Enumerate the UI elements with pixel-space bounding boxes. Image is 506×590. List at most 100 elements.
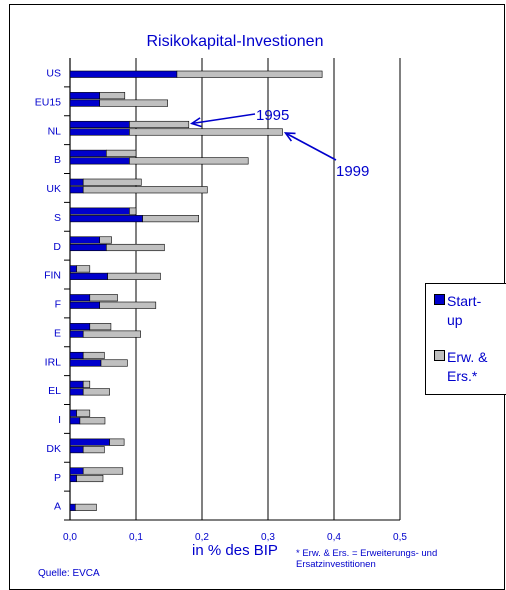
bar-startup-1995-S [69,207,130,215]
chart-title: Risikokapital-Investionen [146,33,324,50]
annotation-1999: 1999 [336,163,369,180]
bar-startup-1999-UK [69,186,84,194]
bar-erw-1999-DK [82,446,105,454]
x-tick-label: 0,5 [393,532,407,543]
legend-label-erw-1: Erw. & [447,349,488,365]
arrow-1995-shaft [191,113,256,125]
bar-erw-1999-US [176,70,323,78]
arrow-1999-head [283,132,296,142]
bar-erw-1995-IRL [82,351,105,360]
category-label-F: F [55,299,61,311]
bar-startup-1995-EL [69,380,84,388]
category-label-P: P [54,472,61,484]
bar-erw-1995-NL [129,120,190,129]
bar-erw-1999-B [129,157,249,165]
bar-erw-1995-EL [82,380,91,388]
bar-startup-1995-E [69,323,91,331]
category-label-EU15: EU15 [35,96,61,108]
bar-erw-1999-S [142,215,200,223]
category-label-NL: NL [48,125,62,137]
bar-erw-1999-EL [82,388,110,396]
bar-startup-1995-EU15 [69,92,101,100]
bar-erw-1999-NL [129,128,283,136]
legend-label-startup-1: Start- [447,293,482,309]
bar-startup-1999-EL [69,388,84,396]
bar-startup-1999-P [69,474,77,483]
category-label-UK: UK [46,183,61,195]
category-label-I: I [58,414,61,426]
bar-erw-1995-I [76,409,91,417]
bar-erw-1999-P [76,474,104,483]
bar-erw-1995-D [99,236,112,244]
bar-startup-1999-US [69,70,178,78]
bar-startup-1999-EU15 [69,99,101,107]
bar-erw-1995-E [89,323,112,331]
category-label-S: S [54,212,61,224]
bar-erw-1995-S [129,207,137,215]
bar-startup-1995-P [69,467,84,475]
bar-erw-1999-I [79,417,106,425]
bar-erw-1999-E [82,330,141,338]
bar-erw-1999-UK [82,186,208,194]
x-axis-label: in % des BIP [192,542,278,559]
category-label-E: E [54,327,61,339]
bar-startup-1999-FIN [69,272,108,280]
bar-startup-1999-NL [69,128,130,136]
bar-startup-1995-FIN [69,265,77,273]
bar-erw-1999-FIN [107,272,161,280]
x-tick-label: 0,0 [63,532,77,543]
bar-erw-1999-EU15 [99,99,168,107]
category-label-A: A [54,501,61,513]
bar-startup-1999-E [69,330,84,338]
x-tick-label: 0,4 [327,532,341,543]
bar-startup-1995-IRL [69,351,84,360]
bar-startup-1995-NL [69,120,130,129]
bar-erw-1999-D [106,243,165,252]
legend-swatch-erw [434,350,445,361]
bar-erw-1999-F [99,301,157,309]
legend-label-startup-2: up [447,312,463,328]
bar-startup-1999-A [69,503,76,511]
category-label-B: B [54,154,61,166]
category-label-EL: EL [48,385,61,397]
category-label-FIN: FIN [44,270,61,282]
arrow-1995-head [189,117,202,128]
legend-label-erw-2: Ers.* [447,368,478,384]
bar-startup-1995-UK [69,178,84,186]
bar-startup-1995-D [69,236,101,244]
bar-startup-1999-D [69,243,107,252]
bar-startup-1995-B [69,149,107,157]
bar-startup-1999-F [69,301,101,309]
x-tick-label: 0,2 [195,532,209,543]
bar-erw-1995-DK [109,438,125,446]
arrow-1999-shaft [285,132,337,161]
category-label-US: US [46,68,61,80]
annotation-1995: 1995 [256,107,289,124]
bar-startup-1999-DK [69,446,84,454]
bar-erw-1999-IRL [100,359,128,367]
bar-startup-1995-F [69,294,91,302]
bar-erw-1995-P [82,467,124,475]
legend-item-startup: Start-up [434,292,481,330]
x-tick-label: 0,3 [261,532,275,543]
bar-startup-1999-IRL [69,359,102,367]
bar-erw-1995-EU15 [99,92,126,100]
legend: Start-up Erw. & Ers.* [425,283,506,395]
bar-erw-1995-UK [82,178,142,186]
bar-startup-1995-I [69,409,77,417]
legend-item-erw: Erw. & Ers.* [434,348,487,386]
bar-startup-1995-DK [69,438,110,446]
bar-startup-1999-I [69,417,81,425]
category-label-D: D [53,241,61,253]
x-tick-label: 0,1 [129,532,143,543]
legend-swatch-startup [434,294,445,305]
source-note: Quelle: EVCA [38,568,100,579]
footnote: * Erw. & Ers. = Erweiterungs- und Ersatz… [296,548,438,570]
bar-erw-1995-FIN [76,265,91,273]
bar-erw-1999-A [74,503,97,511]
bar-startup-1999-B [69,157,130,165]
category-label-IRL: IRL [45,356,62,368]
bar-startup-1999-S [69,215,143,223]
bar-erw-1995-F [89,294,118,302]
